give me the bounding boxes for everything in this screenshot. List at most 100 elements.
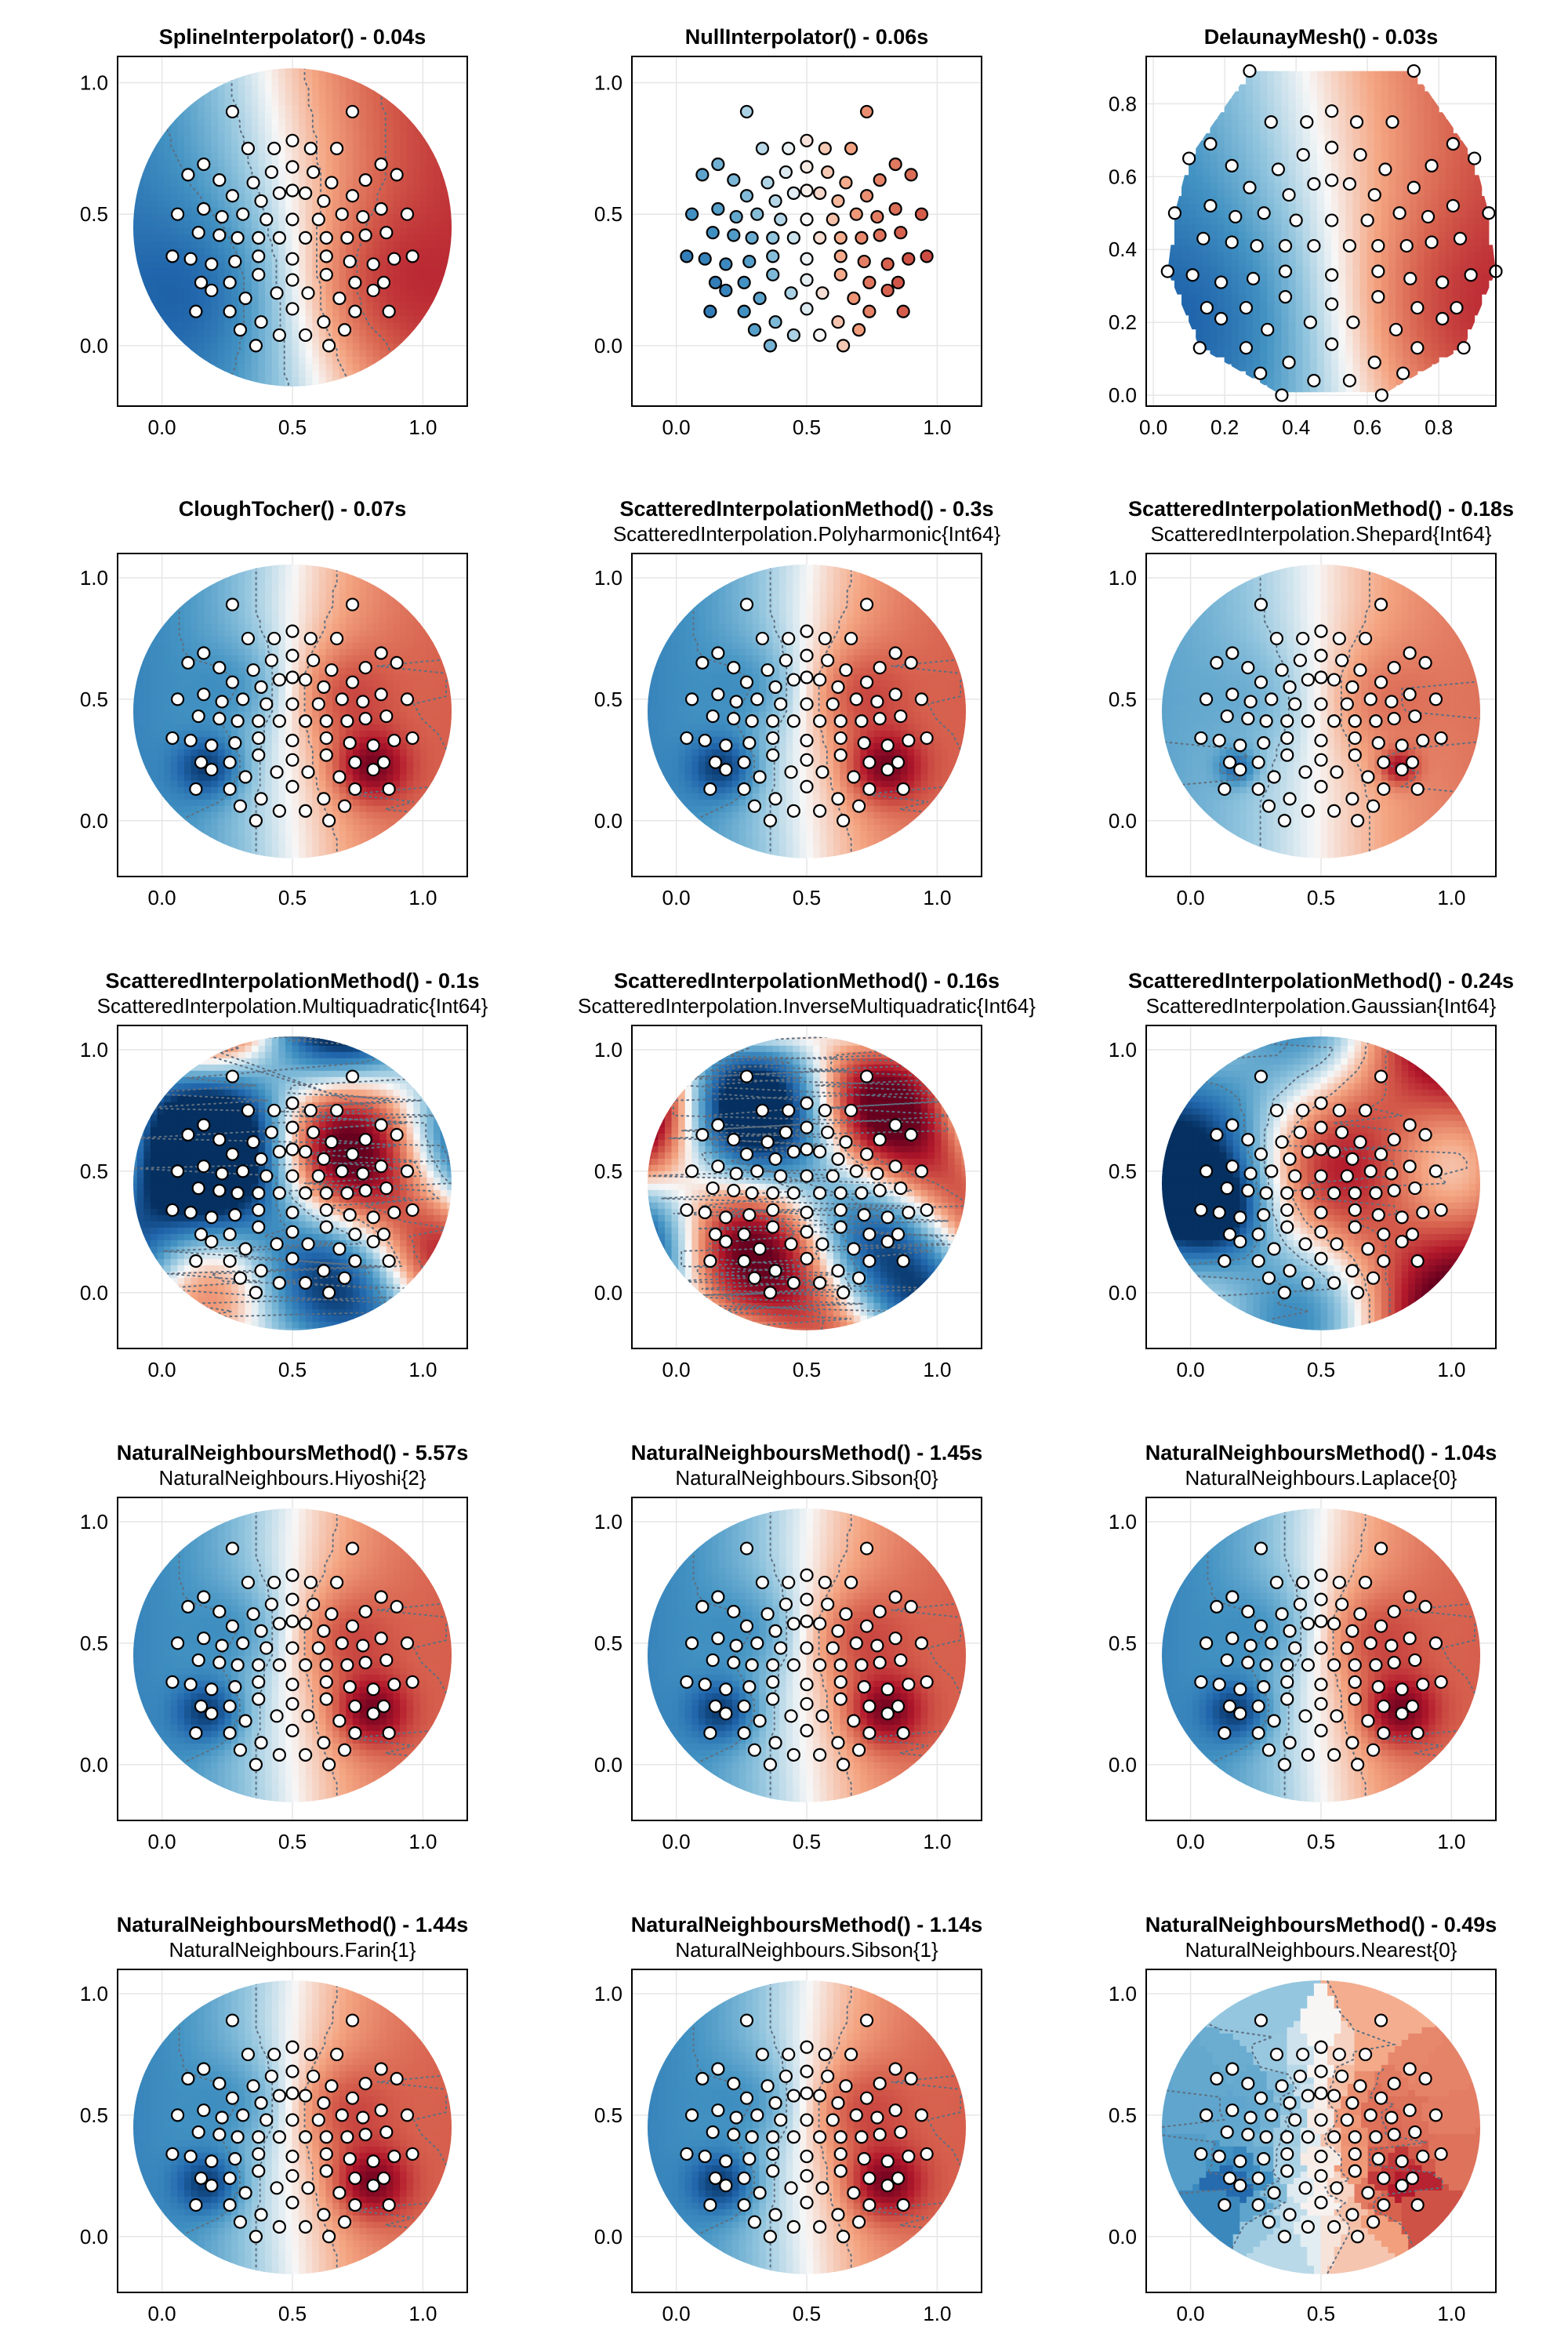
heat-cell (1316, 168, 1326, 176)
heat-cell (426, 206, 435, 215)
heat-cell (132, 281, 138, 289)
heat-cell (183, 179, 192, 187)
heat-cell (1316, 356, 1326, 365)
heat-cell (1281, 279, 1290, 288)
heat-cell (183, 704, 192, 712)
heat-cell (136, 152, 145, 160)
heat-cell (346, 227, 354, 235)
heat-cell (1309, 147, 1318, 155)
heat-cell (393, 213, 401, 221)
heat-cell (132, 308, 138, 317)
heat-cell (1396, 342, 1404, 350)
heat-cell (440, 227, 448, 235)
heat-cell (177, 597, 185, 605)
electrode-marker (698, 252, 712, 266)
heat-cell (1224, 349, 1232, 358)
heat-cell (1345, 286, 1354, 295)
heat-cell (372, 132, 381, 140)
heat-cell (440, 254, 448, 262)
heat-cell (400, 145, 408, 154)
heat-cell (366, 68, 374, 72)
heat-cell (426, 104, 435, 113)
heat-cell (1267, 77, 1276, 85)
heat-cell (198, 328, 205, 337)
heat-cell (285, 349, 293, 358)
heat-cell (231, 206, 239, 215)
heat-cell (170, 274, 179, 282)
heat-cell (400, 152, 408, 160)
heat-cell (1288, 182, 1297, 191)
heat-cell (143, 792, 151, 800)
heat-cell (198, 564, 205, 568)
heat-cell (1338, 125, 1347, 134)
heat-cell (1324, 189, 1333, 197)
heat-cell (1359, 356, 1368, 365)
heat-cell (1352, 279, 1361, 288)
heat-cell (265, 315, 273, 323)
heat-cell (1338, 321, 1347, 330)
heat-cell (1196, 209, 1204, 218)
heat-cell (204, 199, 212, 208)
electrode-marker (1325, 268, 1339, 282)
heat-cell (198, 342, 205, 350)
heat-cell (1410, 223, 1418, 232)
electrodes (680, 104, 934, 353)
heat-cell (1189, 216, 1197, 225)
heat-cell (1403, 223, 1411, 232)
heat-cell (1231, 98, 1240, 107)
heat-cell (1288, 259, 1297, 267)
heat-cell (406, 71, 415, 78)
heat-cell (312, 206, 320, 215)
heat-cell (164, 823, 172, 831)
heat-cell (191, 685, 199, 693)
y-tick-label: 0.0 (80, 334, 108, 358)
heat-cell (217, 247, 226, 256)
heat-cell (419, 220, 428, 228)
heat-cell (265, 91, 273, 99)
heat-cell (1196, 223, 1204, 232)
electrode-marker (1346, 315, 1360, 329)
heat-cell (325, 369, 334, 378)
heat-cell (1203, 272, 1211, 281)
heat-cell (157, 792, 165, 800)
heat-cell (1410, 125, 1418, 134)
heat-cell (285, 152, 293, 160)
heat-cell (1267, 189, 1276, 197)
heat-cell (1238, 147, 1247, 155)
heat-cell (1324, 279, 1333, 288)
heat-cell (164, 349, 172, 358)
heat-cell (413, 295, 421, 303)
heat-cell (1367, 336, 1375, 343)
heat-cell (426, 179, 435, 187)
heat-cell (238, 267, 246, 276)
electrode-marker (1403, 271, 1417, 285)
heat-cell (1217, 182, 1225, 191)
heat-cell (1238, 272, 1247, 281)
heat-cell (1424, 223, 1432, 232)
heat-cell (1302, 161, 1311, 169)
heat-cell (339, 247, 347, 256)
heat-cell (265, 206, 273, 215)
heat-cell (1309, 336, 1318, 343)
heat-cell (170, 362, 179, 371)
heat-cell (1267, 279, 1276, 288)
heat-cell (447, 315, 452, 323)
heat-cell (372, 315, 381, 323)
heat-cell (164, 91, 172, 99)
heat-cell (1316, 209, 1326, 218)
heat-cell (426, 220, 435, 228)
electrode-marker (711, 157, 725, 172)
heat-cell (359, 125, 368, 133)
heat-cell (1324, 202, 1333, 211)
heat-cell (1217, 147, 1225, 155)
heat-cell (1431, 132, 1439, 141)
heat-cell (1417, 189, 1425, 197)
heat-cell (359, 328, 368, 337)
heat-cell (278, 132, 286, 140)
heat-cell (217, 260, 226, 269)
heat-cell (332, 193, 340, 201)
heat-cell (1295, 300, 1304, 309)
heat-cell (440, 118, 448, 126)
heat-cell (177, 186, 185, 194)
heat-cell (211, 597, 219, 605)
